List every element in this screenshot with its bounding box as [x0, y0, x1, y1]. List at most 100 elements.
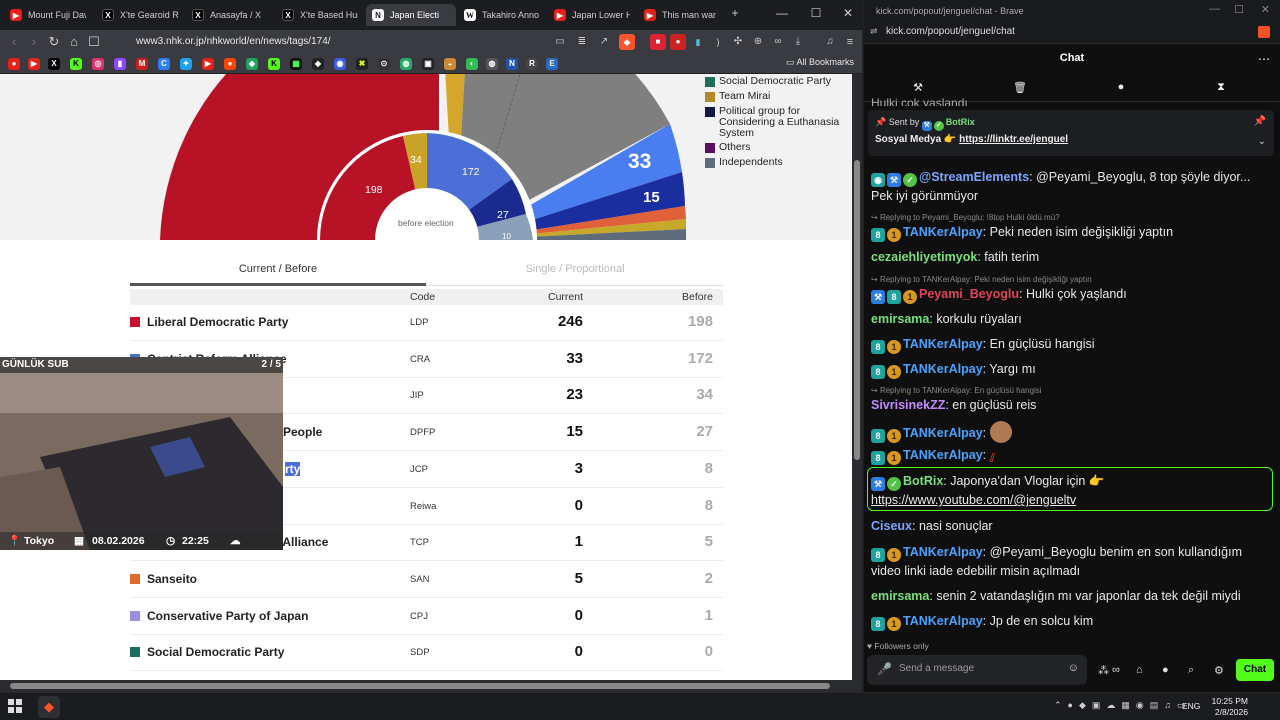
bookmark-icon[interactable]: ◒	[444, 58, 456, 70]
tab-single-proportional[interactable]: Single / Proportional	[427, 258, 723, 286]
bookmark-icon[interactable]: ☐	[88, 34, 100, 49]
close-icon[interactable]: ✕	[842, 6, 854, 20]
search-icon[interactable]: ⌕	[1188, 664, 1195, 676]
reload-icon[interactable]: ↻	[48, 34, 60, 49]
system-tray-icons[interactable]: ⌃●◆▣☁▦◉▤♫▭	[1054, 700, 1192, 710]
hourglass-icon[interactable]: ⧗	[1217, 81, 1225, 93]
bookmark-icon[interactable]: ◈	[312, 58, 324, 70]
chat-settings-icon[interactable]: ●	[1162, 664, 1169, 676]
x-icon[interactable]: X	[48, 58, 60, 70]
bookmark-icon[interactable]: ▣	[422, 58, 434, 70]
bookmark-icon[interactable]: N	[506, 58, 518, 70]
extension-icon[interactable]: ⊕	[753, 36, 763, 47]
current-seats: 15	[566, 423, 583, 441]
link-icon[interactable]: ∞	[1112, 664, 1120, 676]
tab-x-gearoid[interactable]: X X'te Gearoid Re	[96, 4, 184, 26]
tab-current-before[interactable]: Current / Before	[130, 258, 426, 286]
bookmark-icon[interactable]: ▦	[290, 58, 302, 70]
bookmark-icon[interactable]: R	[526, 58, 538, 70]
vertical-scrollbar[interactable]	[852, 74, 862, 680]
chat-bubble-icon[interactable]: ●	[1117, 81, 1125, 93]
send-chat-button[interactable]: Chat	[1236, 659, 1274, 681]
tab-x-home[interactable]: X Anasayfa / X	[186, 4, 274, 26]
extension-icon[interactable]: ■	[650, 34, 666, 50]
brave-taskbar-icon[interactable]: ◆	[38, 696, 60, 718]
emoji-icon[interactable]: ☺	[1067, 662, 1079, 674]
kick-icon[interactable]: K	[268, 58, 280, 70]
bookmark-icon[interactable]: ✖	[356, 58, 368, 70]
language-indicator[interactable]: ENG	[1182, 701, 1201, 711]
bookmark-icon[interactable]: E	[546, 58, 558, 70]
extensions-icon[interactable]: ✣	[733, 36, 743, 47]
reddit-icon[interactable]: ●	[224, 58, 236, 70]
site-info-icon[interactable]: ⇌	[870, 26, 878, 36]
more-options-icon[interactable]: ⋯	[1258, 52, 1270, 66]
windows-start-icon[interactable]	[8, 699, 22, 713]
chat-url-field[interactable]: kick.com/popout/jenguel/chat	[864, 22, 1280, 44]
youtube-icon[interactable]: ▶	[28, 58, 40, 70]
new-tab-icon[interactable]: +	[731, 6, 739, 20]
screen-icon[interactable]: ▭	[555, 36, 565, 47]
media-icon[interactable]: ♫	[826, 36, 834, 47]
minimize-icon[interactable]: —	[1209, 3, 1220, 15]
globe-icon[interactable]: ◍	[486, 58, 498, 70]
instagram-icon[interactable]: ◎	[92, 58, 104, 70]
tab-x-based[interactable]: XX'te Based Hung	[276, 4, 364, 26]
maximize-icon[interactable]: ☐	[810, 6, 822, 20]
message-input[interactable]: 🎤 Send a message ☺	[867, 655, 1087, 685]
hammer-icon[interactable]: ⚒	[913, 82, 923, 94]
close-icon[interactable]: ✕	[1260, 4, 1270, 16]
pinned-message: 📌 Sent by ⚒ ✓ BotRix Sosyal Medya 👉 https:…	[868, 110, 1274, 156]
tab-japan-lower-house[interactable]: ▶Japan Lower Ho	[548, 4, 636, 26]
trash-icon[interactable]: 🗑	[1013, 82, 1027, 94]
message-link[interactable]: https://www.youtube.com/@jengueltv	[871, 493, 1077, 507]
bookmark-icon[interactable]: ⊙	[378, 58, 390, 70]
pin-icon[interactable]: 📌	[1253, 116, 1266, 127]
scroll-thumb[interactable]	[854, 160, 860, 460]
horizontal-scrollbar[interactable]	[0, 680, 852, 692]
youtube-icon[interactable]: ▶	[202, 58, 214, 70]
youtube-icon[interactable]: ●	[8, 58, 20, 70]
brave-shields-icon[interactable]	[1258, 26, 1270, 38]
extension-icon[interactable]: ●	[670, 34, 686, 50]
bookmark-icon[interactable]: ◍	[400, 58, 412, 70]
bookmark-icon[interactable]: ◆	[246, 58, 258, 70]
back-icon[interactable]: ‹	[11, 34, 17, 49]
share-icon[interactable]: ↗	[599, 36, 609, 47]
twitch-icon[interactable]: ▮	[114, 58, 126, 70]
emotes-icon[interactable]: ⁂	[1098, 665, 1109, 677]
gmail-icon[interactable]: M	[136, 58, 148, 70]
kick-icon[interactable]: K	[70, 58, 82, 70]
bookmark-icon[interactable]: ◐	[466, 58, 478, 70]
current-seats: 0	[574, 643, 583, 661]
forward-icon[interactable]: ›	[31, 34, 37, 49]
store-icon[interactable]: ⌂	[1136, 664, 1143, 676]
scroll-thumb[interactable]	[10, 683, 830, 689]
reader-icon[interactable]: ≣	[577, 36, 587, 47]
menu-icon[interactable]: ≡	[846, 36, 854, 48]
bookmark-icon[interactable]: ✦	[180, 58, 192, 70]
bookmark-icon[interactable]: ◉	[334, 58, 346, 70]
extension-icon[interactable]: )	[716, 37, 720, 47]
tab-japan-election[interactable]: N Japan Electi	[366, 4, 456, 26]
gear-icon[interactable]: ⚙	[1214, 665, 1224, 677]
bookmark-icon[interactable]: C	[158, 58, 170, 70]
link-icon[interactable]: ∞	[774, 36, 782, 47]
clock[interactable]: 10:25 PM 2/8/2026	[1211, 696, 1248, 717]
column-code: Code	[410, 291, 436, 303]
tab-this-man[interactable]: ▶This man wants	[638, 4, 722, 26]
brave-shields-icon[interactable]: ◆	[619, 34, 635, 50]
maximize-icon[interactable]: ☐	[1234, 4, 1244, 16]
chevron-down-icon[interactable]: ⌄	[1257, 136, 1266, 147]
all-bookmarks-button[interactable]: ▭ All Bookmarks	[785, 57, 854, 67]
url-field[interactable]: www3.nhk.or.jp/nhkworld/en/news/tags/174…	[136, 36, 331, 47]
download-icon[interactable]: ⤓	[795, 36, 801, 47]
microphone-icon[interactable]: 🎤	[877, 662, 892, 676]
tab-mount-fuji[interactable]: ▶ Mount Fuji Daw	[4, 4, 92, 26]
extension-icon[interactable]: ▮	[695, 37, 701, 47]
pinned-link[interactable]: https://linktr.ee/jenguel	[959, 134, 1069, 145]
tab-wikipedia[interactable]: W Takahiro Anno	[464, 9, 540, 21]
home-icon[interactable]: ⌂	[70, 34, 78, 49]
followers-only-notice: ♥ Followers only	[867, 641, 929, 651]
minimize-icon[interactable]: —	[776, 6, 788, 20]
